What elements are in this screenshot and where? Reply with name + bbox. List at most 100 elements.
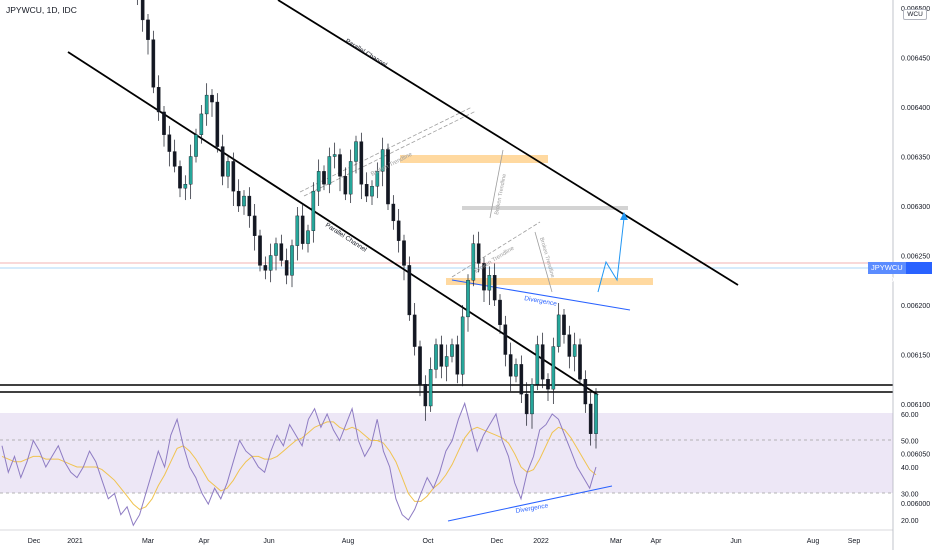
candle-up [460, 316, 465, 375]
candle-down [418, 346, 422, 385]
rsi-tick-label: 30.00 [901, 492, 919, 499]
symbol-title[interactable]: JPYWCU, 1D, IDC [6, 5, 77, 15]
candle-up [556, 314, 561, 347]
price-tick-label: 0.006100 [901, 402, 930, 409]
candles-group [136, 0, 598, 449]
candle-down [263, 265, 268, 271]
rsi-lines-group [1, 401, 597, 527]
candle-up [375, 171, 380, 187]
time-tick-label: Aug [807, 538, 820, 545]
candle-down [540, 344, 545, 380]
candle-down [300, 215, 305, 244]
candle-down [498, 299, 502, 325]
candle-up [487, 275, 492, 291]
candle-down [167, 134, 172, 152]
candle-down [215, 101, 220, 147]
candle-up [268, 255, 273, 271]
candle-up [450, 344, 454, 357]
candle-down [492, 275, 497, 301]
broken-trendline-2-line [451, 221, 541, 278]
candle-down [279, 243, 284, 261]
time-tick-label: Jun [263, 538, 274, 545]
candle-up [572, 344, 577, 357]
candle-down [391, 203, 396, 222]
price-tick-label: 0.006400 [901, 105, 930, 112]
candle-down [322, 171, 326, 185]
candle-down [519, 364, 524, 395]
candle-down [178, 166, 182, 189]
candle-up [306, 230, 310, 244]
last-price-value: 0.006099 [871, 275, 903, 284]
candle-down [508, 354, 513, 377]
candle-down [364, 184, 369, 197]
candle-down [359, 141, 364, 185]
time-tick-label: Dec [491, 538, 504, 545]
rsi-ma-series-line [1, 421, 597, 510]
time-tick-label: Dec [28, 538, 41, 545]
candle-up [290, 245, 294, 276]
candle-up [204, 94, 209, 115]
channel-upper-line [277, 0, 739, 286]
last-price-tag: JPYWCU0.006099 [868, 262, 932, 284]
candle-up [311, 190, 316, 231]
currency-badge[interactable]: WCU [903, 9, 927, 20]
time-tick-label: Apr [651, 538, 663, 545]
candle-up [274, 243, 278, 256]
candle-up [471, 243, 476, 281]
candle-down [146, 19, 150, 40]
candle-down [412, 314, 417, 347]
candle-down [583, 379, 588, 405]
price-tick-label: 0.006250 [901, 254, 930, 261]
price-tick-label: 0.006450 [901, 56, 930, 63]
rsi-axis: 60.00 50.00 40.00 30.00 20.00 [901, 412, 919, 525]
resistance-zone [400, 155, 548, 163]
time-axis: Dec 2021 Mar Apr Jun Aug Oct Dec 2022 Mar Apr Jun Au… [28, 538, 861, 545]
range-high-zone [462, 206, 628, 210]
time-tick-label: Oct [423, 538, 434, 545]
channel-lower-line [67, 51, 599, 396]
candle-down [588, 403, 593, 434]
rsi-divergence-line [447, 485, 613, 522]
candle-down [231, 161, 236, 192]
candle-up [242, 195, 246, 207]
candle-down [343, 176, 348, 195]
last-price-symbol: JPYWCU [868, 262, 906, 274]
time-tick-label: Apr [199, 538, 211, 545]
candle-down [210, 94, 214, 103]
rsi-tick-label: 50.00 [901, 439, 919, 446]
candle-up [530, 384, 534, 415]
support-zone [446, 278, 653, 285]
candle-up [194, 134, 198, 157]
candle-up [594, 393, 598, 434]
rsi-band [0, 413, 893, 493]
candle-down [162, 111, 166, 135]
candle-down [220, 146, 225, 177]
candle-down [284, 260, 289, 276]
candle-down [172, 151, 177, 167]
price-tick-label: 0.006300 [901, 204, 930, 211]
candle-up [348, 161, 353, 195]
time-tick-label: Mar [142, 538, 155, 545]
candle-down [396, 220, 401, 241]
candle-down [524, 393, 529, 415]
candle-up [199, 113, 204, 135]
candle-up [434, 344, 438, 370]
candle-down [482, 263, 486, 291]
candle-up [535, 344, 540, 385]
candle-up [380, 149, 385, 172]
projection-path [597, 217, 625, 293]
candle-down [156, 86, 161, 113]
candle-down [151, 39, 156, 88]
time-tick-label: 2022 [533, 538, 549, 545]
candle-up [514, 364, 518, 377]
candle-up [370, 185, 374, 197]
candle-up [188, 156, 193, 185]
candle-up [295, 215, 300, 246]
candle-down [567, 334, 572, 357]
candle-down [578, 344, 582, 380]
candle-down [562, 314, 566, 335]
candle-down [247, 195, 252, 217]
price-tick-label: 0.006000 [901, 501, 930, 508]
candle-down [503, 324, 508, 355]
